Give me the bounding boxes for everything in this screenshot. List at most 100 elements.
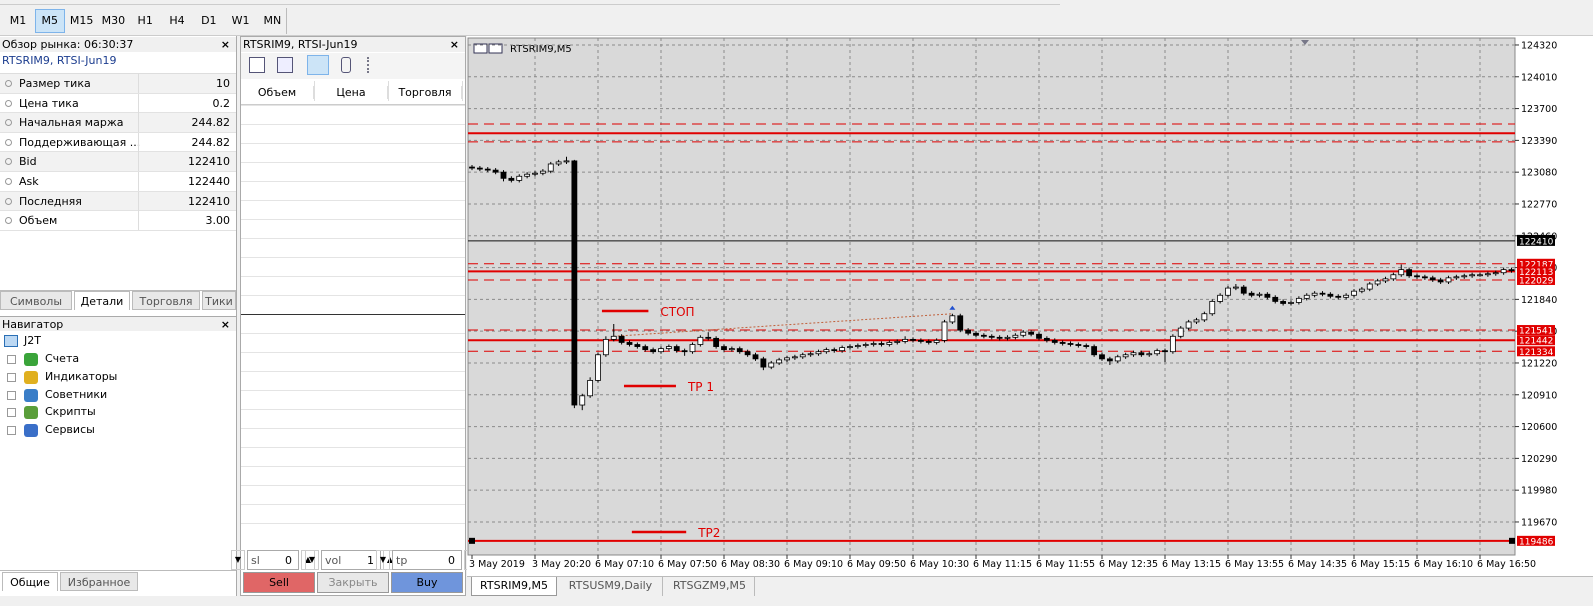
timeframe-button[interactable]: M30 bbox=[101, 14, 126, 27]
icon-button[interactable] bbox=[249, 57, 265, 73]
dom-row-line bbox=[241, 371, 465, 372]
tree-item[interactable]: Скрипты bbox=[45, 405, 96, 419]
spin-arrow[interactable]: ▼ bbox=[231, 550, 245, 570]
candle-body bbox=[917, 340, 924, 342]
spin-value[interactable]: 1 bbox=[367, 554, 374, 567]
candle-body bbox=[500, 171, 507, 179]
y-tick-label: 120910 bbox=[1521, 390, 1557, 401]
tree-item[interactable]: Индикаторы bbox=[45, 369, 118, 383]
close-button[interactable]: × bbox=[220, 318, 230, 331]
tab[interactable]: Тики bbox=[202, 291, 236, 310]
detail-value: 244.82 bbox=[191, 116, 231, 130]
candle-body bbox=[1185, 321, 1192, 329]
order-button[interactable]: Buy bbox=[391, 572, 463, 593]
close-button[interactable]: × bbox=[220, 38, 230, 51]
dom-row-line bbox=[241, 105, 465, 106]
tree-icon bbox=[24, 406, 38, 420]
detail-name: Bid bbox=[19, 155, 37, 169]
timeframe-button[interactable]: H4 bbox=[169, 14, 185, 27]
close-button[interactable]: × bbox=[449, 38, 459, 51]
icon-button[interactable] bbox=[307, 55, 329, 75]
detail-divider bbox=[138, 132, 139, 152]
timeframe-button[interactable]: M1 bbox=[9, 14, 27, 27]
x-tick-label: 6 May 07:10 bbox=[595, 559, 654, 570]
candle-body bbox=[579, 395, 586, 406]
spin-value[interactable]: 0 bbox=[448, 554, 455, 567]
tab[interactable]: Символы bbox=[0, 291, 72, 310]
spin-arrow[interactable]: ▼ bbox=[376, 550, 390, 570]
candle-body bbox=[1106, 358, 1113, 362]
tree-icon bbox=[4, 335, 18, 347]
status-dot bbox=[5, 217, 12, 225]
y-tick-label: 120600 bbox=[1521, 422, 1557, 433]
x-tick-label: 6 May 10:30 bbox=[910, 559, 969, 570]
candle-body bbox=[705, 336, 712, 339]
shift-marker bbox=[1301, 40, 1309, 45]
candle-body bbox=[870, 343, 877, 345]
candle-body bbox=[728, 348, 735, 351]
order-button[interactable]: Sell bbox=[243, 572, 315, 593]
tab[interactable]: Избранное bbox=[60, 572, 138, 591]
chart-icon bbox=[488, 43, 503, 54]
candle-body bbox=[539, 170, 546, 174]
dom-row-line bbox=[241, 162, 465, 163]
icon-button[interactable] bbox=[341, 57, 351, 73]
icon-button[interactable] bbox=[367, 57, 381, 73]
dom-col-line bbox=[462, 81, 463, 101]
candle-body bbox=[595, 354, 601, 381]
detail-row: Начальная маржа 244.82 bbox=[0, 113, 236, 133]
candle-body bbox=[1429, 277, 1436, 281]
tree-item[interactable]: Счета bbox=[45, 352, 80, 365]
x-tick-label: 6 May 13:15 bbox=[1162, 559, 1221, 570]
candle-body bbox=[1114, 356, 1121, 362]
timeframe-button[interactable]: W1 bbox=[231, 14, 250, 27]
spin-arrow[interactable]: ▼ bbox=[305, 550, 319, 570]
detail-name: Размер тика bbox=[19, 77, 91, 90]
order-button[interactable]: Закрыть bbox=[317, 572, 389, 593]
candle-body bbox=[1059, 342, 1066, 344]
icon-button[interactable] bbox=[277, 57, 293, 73]
timeframe-button[interactable]: MN bbox=[263, 14, 282, 27]
candle-body bbox=[1248, 292, 1255, 296]
tab[interactable]: Общие bbox=[2, 572, 58, 591]
chart-tab[interactable]: RTSGZM9,M5 bbox=[665, 577, 755, 596]
chart-tab[interactable]: RTSUSM9,Daily bbox=[559, 577, 663, 596]
tree-item[interactable]: Сервисы bbox=[45, 423, 95, 437]
candle-body bbox=[516, 175, 523, 181]
tree-item[interactable]: Советники bbox=[45, 387, 108, 401]
dom-row-line bbox=[241, 219, 465, 220]
dom-row-line bbox=[241, 409, 465, 410]
x-tick-label: 6 May 07:50 bbox=[658, 559, 717, 570]
candle-body bbox=[1343, 294, 1350, 298]
spin-value[interactable]: 0 bbox=[285, 554, 292, 567]
tab[interactable]: Детали bbox=[74, 291, 130, 310]
candle-body bbox=[1256, 293, 1263, 296]
candle-body bbox=[980, 334, 987, 337]
annotation-text: TP2 bbox=[697, 526, 720, 540]
detail-value: 122410 bbox=[188, 155, 230, 169]
tab[interactable]: Торговля bbox=[132, 291, 200, 310]
candle-body bbox=[1012, 334, 1019, 338]
y-tick-label: 122770 bbox=[1521, 199, 1557, 210]
candle-body bbox=[949, 315, 956, 323]
detail-divider bbox=[138, 172, 139, 191]
candle-body bbox=[760, 358, 767, 368]
chart-tab[interactable]: RTSRIM9,M5 bbox=[471, 577, 557, 596]
candle-body bbox=[713, 337, 720, 347]
candle-body bbox=[996, 336, 1003, 339]
timeframe-button[interactable]: M15 bbox=[69, 14, 94, 27]
candle-body bbox=[847, 346, 853, 348]
candle-body bbox=[910, 338, 916, 341]
candle-body bbox=[784, 357, 790, 361]
dom-row-line bbox=[241, 333, 465, 334]
tree-expander bbox=[7, 408, 16, 418]
timeframe-button[interactable]: M5 bbox=[34, 9, 65, 33]
trade-arrow bbox=[949, 305, 956, 310]
tree-icon bbox=[24, 388, 38, 402]
timeframe-button[interactable]: D1 bbox=[201, 14, 217, 27]
candle-body bbox=[1319, 292, 1326, 295]
detail-name: Начальная маржа bbox=[19, 116, 124, 130]
timeframe-button[interactable]: H1 bbox=[137, 14, 153, 27]
y-tick-label: 124320 bbox=[1521, 40, 1557, 51]
detail-divider bbox=[138, 191, 139, 211]
